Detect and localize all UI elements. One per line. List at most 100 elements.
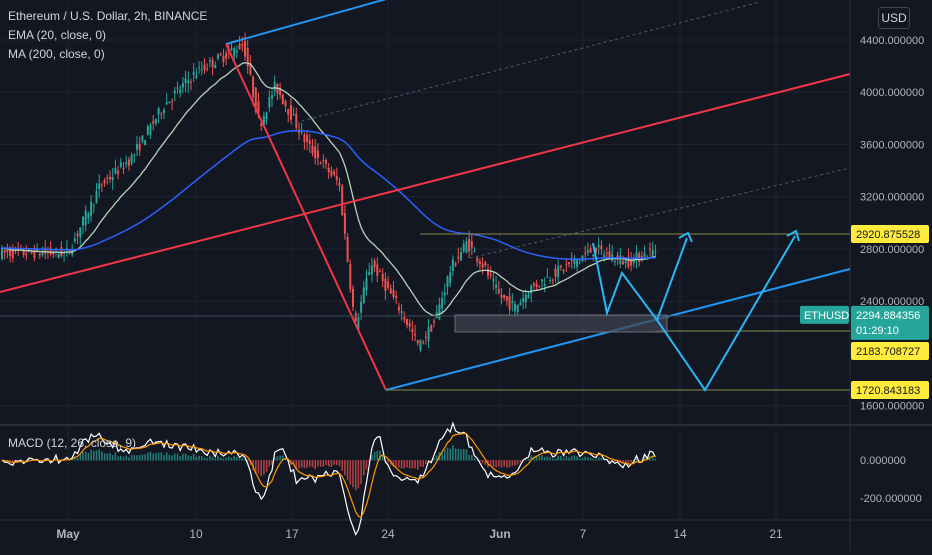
macd-histogram-bar: [225, 457, 227, 461]
currency-button[interactable]: USD: [878, 7, 910, 29]
macd-histogram-bar: [157, 452, 160, 461]
signal-line: [1, 432, 656, 518]
macd-histogram-bar: [201, 455, 203, 461]
candle-body: [541, 279, 543, 282]
candle-body: [495, 284, 498, 288]
macd-histogram-bar: [336, 460, 338, 465]
candle-body: [649, 248, 651, 250]
x-tick-label: May: [56, 527, 80, 541]
candle-body: [281, 94, 284, 104]
candle-body: [262, 115, 265, 125]
macd-histogram-bar: [252, 460, 254, 471]
macd-histogram-bar: [533, 456, 535, 461]
macd-histogram-bar: [595, 459, 597, 461]
candle-body: [327, 167, 330, 173]
macd-histogram-bar: [562, 458, 565, 461]
candle-body: [303, 134, 306, 142]
candle-body: [119, 162, 122, 167]
macd-histogram-bar: [163, 454, 165, 461]
y-tick-label: 2800.000000: [860, 244, 924, 256]
candle-body: [200, 69, 203, 71]
arrowhead: [678, 231, 693, 243]
macd-histogram-bar: [516, 460, 519, 465]
level-price-label: 1720.843183: [856, 385, 920, 397]
candle-body: [403, 316, 406, 320]
macd-histogram-bar: [314, 460, 316, 470]
candle-body: [368, 272, 371, 276]
candle-body: [152, 121, 155, 124]
candle-body: [341, 185, 344, 216]
macd-histogram-bar: [74, 456, 76, 461]
macd-histogram-bar: [319, 460, 322, 467]
candle-body: [481, 263, 484, 268]
candle-body: [141, 135, 144, 142]
macd-histogram-bar: [325, 460, 327, 466]
candle-body: [605, 252, 608, 254]
macd-histogram-bar: [349, 460, 352, 485]
candle-body: [111, 176, 114, 181]
macd-histogram-bar: [462, 448, 465, 461]
macd-histogram-bar: [271, 460, 273, 465]
candle-body: [562, 270, 565, 272]
candle-body: [311, 145, 314, 154]
macd-histogram-bar: [260, 460, 262, 477]
candle-body: [38, 253, 41, 256]
macd-histogram-bar: [503, 460, 505, 467]
macd-histogram-bar: [101, 451, 103, 461]
macd-histogram-bar: [552, 458, 554, 461]
legend-ma: MA (200, close, 0): [8, 47, 105, 61]
candle-body: [17, 247, 20, 251]
candle-body: [173, 90, 176, 94]
candle-body: [565, 264, 568, 266]
macd-histogram-bar: [228, 456, 230, 461]
macd-histogram-bar: [241, 458, 244, 461]
candle-body: [433, 320, 435, 323]
candle-body: [635, 252, 638, 260]
macd-histogram-bar: [357, 460, 360, 489]
macd-histogram-bar: [138, 455, 141, 461]
macd-histogram-bar: [360, 460, 362, 485]
candle-body: [557, 266, 560, 278]
candle-body: [505, 296, 508, 301]
candle-body: [168, 101, 171, 104]
macd-histogram-bar: [444, 449, 446, 461]
macd-histogram-bar: [276, 456, 279, 461]
level-price-tag: [851, 342, 929, 360]
macd-histogram-bar: [481, 460, 484, 464]
candle-body: [446, 276, 449, 287]
macd-histogram-bar: [273, 456, 276, 461]
candle-body: [624, 259, 627, 264]
candle-body: [530, 285, 533, 294]
macd-histogram-bar: [147, 452, 149, 461]
candle-body: [65, 248, 68, 250]
x-tick-label: 17: [285, 527, 299, 541]
candle-body: [203, 64, 206, 71]
macd-histogram-bar: [168, 455, 171, 461]
macd-histogram-bar: [263, 460, 265, 475]
macd-histogram-bar: [508, 460, 511, 468]
macd-histogram-bar: [600, 457, 603, 461]
candle-body: [109, 176, 111, 180]
macd-histogram-bar: [406, 460, 408, 468]
macd-histogram-bar: [17, 460, 19, 462]
candle-body: [651, 249, 654, 258]
candle-body: [122, 168, 125, 170]
macd-histogram-bar: [614, 460, 616, 462]
macd-histogram-bar: [165, 452, 168, 461]
candle-body: [98, 183, 101, 189]
candle-body: [95, 191, 98, 204]
macd-histogram-bar: [149, 451, 152, 461]
candle-body: [57, 253, 60, 258]
candle-body: [373, 260, 376, 268]
projection-line-2: [656, 235, 796, 392]
macd-histogram-bar: [209, 455, 211, 461]
macd-histogram-bar: [446, 447, 449, 461]
candle-body: [573, 258, 576, 265]
macd-histogram-bar: [535, 456, 538, 461]
macd-histogram-bar: [460, 449, 462, 461]
candle-body: [430, 325, 433, 332]
macd-histogram-bar: [76, 457, 79, 461]
candle-body: [52, 251, 55, 255]
